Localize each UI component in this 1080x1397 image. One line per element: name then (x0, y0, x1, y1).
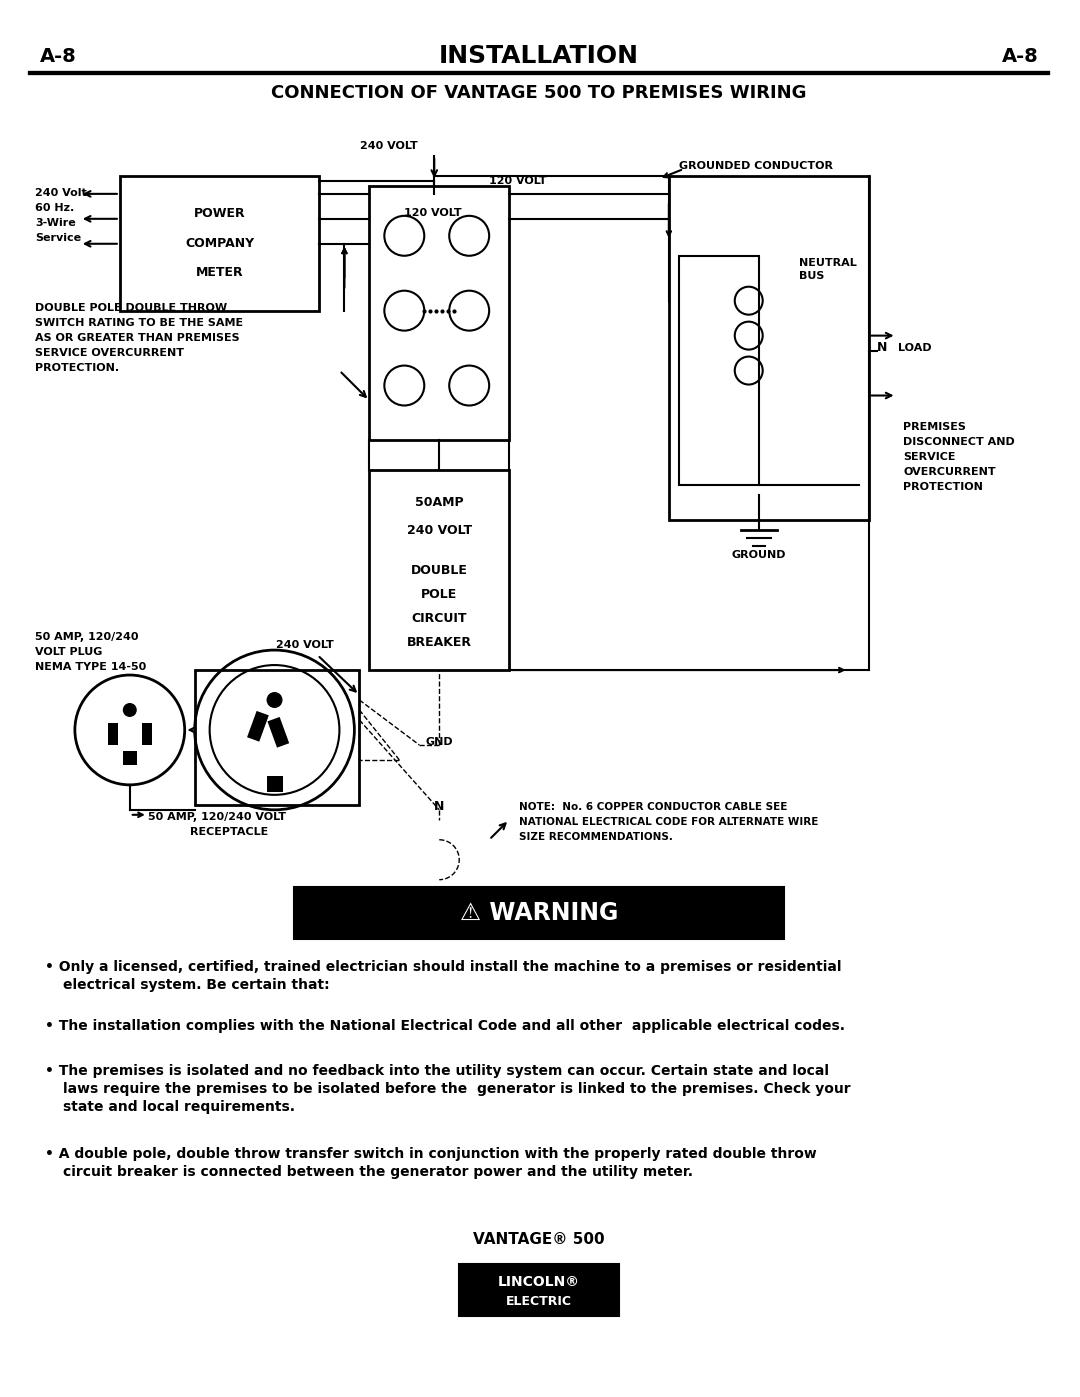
Text: RECEPTACLE: RECEPTACLE (190, 827, 269, 837)
Text: SERVICE OVERCURRENT: SERVICE OVERCURRENT (35, 348, 184, 358)
Text: DOUBLE: DOUBLE (410, 564, 468, 577)
Text: BREAKER: BREAKER (407, 636, 472, 650)
Bar (123, 752, 137, 766)
Text: NEUTRAL: NEUTRAL (798, 257, 856, 268)
Text: OVERCURRENT: OVERCURRENT (904, 468, 996, 478)
Text: CONNECTION OF VANTAGE 500 TO PREMISES WIRING: CONNECTION OF VANTAGE 500 TO PREMISES WI… (271, 84, 807, 102)
Text: VOLT PLUG: VOLT PLUG (35, 647, 103, 657)
Text: 240 VOLT: 240 VOLT (407, 524, 472, 538)
Text: DOUBLE POLE DOUBLE THROW: DOUBLE POLE DOUBLE THROW (35, 303, 227, 313)
Text: BUS: BUS (798, 271, 824, 281)
Text: LINCOLN®: LINCOLN® (498, 1275, 580, 1289)
Bar (295, 887, 784, 939)
Text: ⚠ WARNING: ⚠ WARNING (460, 901, 618, 925)
Bar (108, 724, 118, 745)
Text: NEMA TYPE 14-50: NEMA TYPE 14-50 (35, 662, 146, 672)
Text: PROTECTION.: PROTECTION. (35, 363, 119, 373)
Text: ELECTRIC: ELECTRIC (507, 1295, 572, 1308)
Text: INSTALLATION: INSTALLATION (440, 45, 639, 68)
Text: SWITCH RATING TO BE THE SAME: SWITCH RATING TO BE THE SAME (35, 317, 243, 328)
Text: 240 Volt: 240 Volt (35, 187, 86, 198)
Bar (141, 724, 152, 745)
Circle shape (123, 703, 137, 717)
Text: 240 VOLT: 240 VOLT (361, 141, 418, 151)
Text: 120 VOLT: 120 VOLT (489, 176, 546, 186)
Bar (247, 711, 269, 742)
Text: state and local requirements.: state and local requirements. (63, 1101, 295, 1115)
Text: • A double pole, double throw transfer switch in conjunction with the properly r: • A double pole, double throw transfer s… (45, 1147, 816, 1161)
Text: POLE: POLE (421, 588, 457, 601)
Text: METER: METER (195, 267, 243, 279)
Text: GND: GND (426, 738, 454, 747)
Text: PROTECTION: PROTECTION (904, 482, 983, 492)
Text: LOAD: LOAD (899, 342, 932, 352)
Text: 240 VOLT: 240 VOLT (275, 640, 334, 650)
Bar (268, 717, 289, 747)
Text: circuit breaker is connected between the generator power and the utility meter.: circuit breaker is connected between the… (63, 1165, 693, 1179)
Bar (679, 256, 759, 485)
Text: DISCONNECT AND: DISCONNECT AND (904, 437, 1015, 447)
Text: • The premises is isolated and no feedback into the utility system can occur. Ce: • The premises is isolated and no feedba… (45, 1065, 829, 1078)
Text: 50 AMP, 120/240: 50 AMP, 120/240 (35, 631, 138, 643)
Text: SIZE RECOMMENDATIONS.: SIZE RECOMMENDATIONS. (519, 831, 673, 842)
Text: N: N (434, 800, 445, 813)
Text: NOTE:  No. 6 COPPER CONDUCTOR CABLE SEE: NOTE: No. 6 COPPER CONDUCTOR CABLE SEE (519, 802, 787, 812)
Text: CIRCUIT: CIRCUIT (411, 612, 467, 624)
Circle shape (267, 692, 283, 708)
Bar (369, 471, 509, 671)
Text: GROUND: GROUND (731, 550, 786, 560)
Text: 3-Wire: 3-Wire (35, 218, 76, 228)
Text: SERVICE: SERVICE (904, 453, 956, 462)
Text: 60 Hz.: 60 Hz. (35, 203, 75, 212)
Text: 50 AMP, 120/240 VOLT: 50 AMP, 120/240 VOLT (148, 812, 286, 821)
Bar (669, 176, 868, 520)
Text: 120 VOLT: 120 VOLT (404, 208, 462, 218)
Text: PREMISES: PREMISES (904, 422, 967, 433)
Text: POWER: POWER (193, 207, 245, 221)
Text: GROUNDED CONDUCTOR: GROUNDED CONDUCTOR (679, 161, 833, 170)
Text: A-8: A-8 (40, 46, 77, 66)
Bar (267, 775, 283, 792)
Bar (459, 1264, 619, 1316)
Text: AS OR GREATER THAN PREMISES: AS OR GREATER THAN PREMISES (35, 332, 240, 342)
Bar (369, 186, 509, 440)
Text: COMPANY: COMPANY (185, 236, 254, 250)
Text: laws require the premises to be isolated before the  generator is linked to the : laws require the premises to be isolated… (63, 1083, 851, 1097)
Text: A-8: A-8 (1001, 46, 1038, 66)
Text: 50AMP: 50AMP (415, 496, 463, 510)
Text: electrical system. Be certain that:: electrical system. Be certain that: (63, 978, 329, 992)
Text: N: N (877, 341, 887, 353)
Text: VANTAGE® 500: VANTAGE® 500 (473, 1232, 605, 1246)
Text: • Only a licensed, certified, trained electrician should install the machine to : • Only a licensed, certified, trained el… (45, 960, 841, 974)
Text: • The installation complies with the National Electrical Code and all other  app: • The installation complies with the Nat… (45, 1020, 845, 1034)
Bar (120, 176, 320, 310)
Text: Service: Service (35, 233, 81, 243)
Text: NATIONAL ELECTRICAL CODE FOR ALTERNATE WIRE: NATIONAL ELECTRICAL CODE FOR ALTERNATE W… (519, 817, 819, 827)
Bar (194, 671, 360, 805)
